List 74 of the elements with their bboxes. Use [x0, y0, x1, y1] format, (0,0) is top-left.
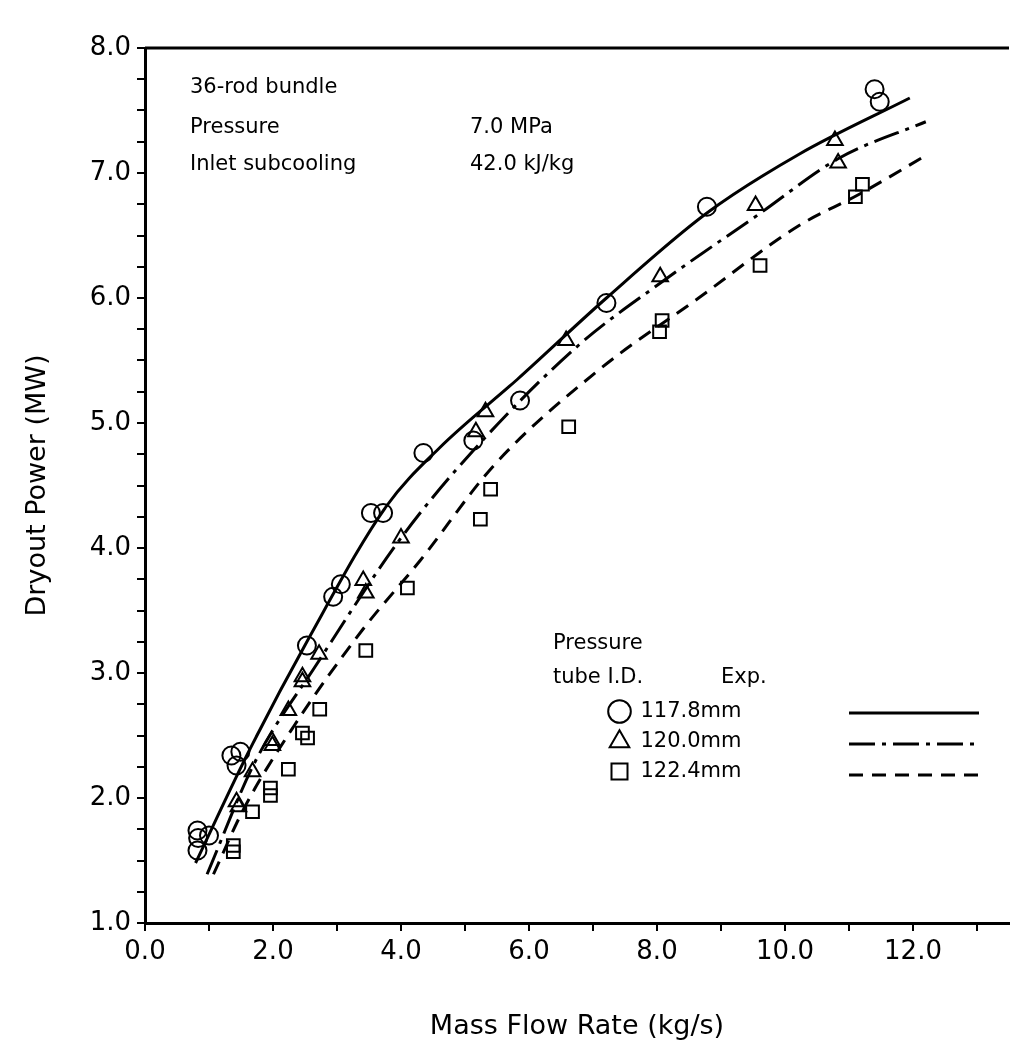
point [263, 788, 278, 803]
point [826, 130, 844, 146]
y-tick-label: 3.0 [89, 655, 131, 686]
point [230, 741, 251, 762]
y-tick-label: 6.0 [89, 280, 131, 311]
x-tick-label: 6.0 [508, 935, 550, 966]
point [848, 189, 863, 205]
point [373, 503, 394, 523]
annotation: Exp. [721, 663, 767, 690]
point [392, 528, 410, 544]
point [323, 586, 344, 607]
point [400, 580, 415, 596]
y-axis-title: Dryout Power (MW) [20, 354, 52, 617]
point [357, 583, 375, 599]
annotation: 36-rod bundle [190, 74, 338, 99]
x-tick-label: 2.0 [252, 935, 294, 966]
point [473, 511, 488, 527]
point [225, 838, 241, 853]
point [855, 176, 870, 192]
point [245, 804, 260, 820]
y-tick-label: 1.0 [89, 905, 131, 936]
point [864, 79, 885, 100]
point [199, 825, 219, 846]
point [281, 761, 296, 777]
x-axis-title: Mass Flow Rate (kg/s) [429, 1008, 725, 1040]
point [652, 324, 667, 340]
point [296, 635, 317, 656]
point [188, 828, 209, 848]
point [869, 91, 890, 112]
point [225, 844, 241, 860]
point [467, 421, 485, 438]
point [476, 401, 495, 418]
point [746, 195, 765, 211]
legend-label: 117.8mm [640, 697, 742, 722]
x-tick-label: 12.0 [884, 935, 942, 966]
point [263, 780, 278, 796]
legend-label: 122.4mm [640, 757, 742, 782]
y-tick-label: 5.0 [89, 405, 131, 436]
point [752, 258, 768, 273]
point [561, 419, 577, 435]
annotation: Inlet subcooling [190, 151, 357, 176]
x-tick-label: 10.0 [756, 935, 814, 966]
x-tick-label: 4.0 [380, 935, 422, 966]
y-tick-label: 2.0 [89, 780, 131, 811]
point [483, 481, 498, 497]
legend-label: 120.0mm [640, 727, 742, 752]
point [360, 503, 381, 523]
legend-title: Pressure tube I.D. [553, 629, 644, 690]
y-tick-label: 4.0 [89, 530, 131, 561]
point [413, 443, 434, 463]
point [300, 730, 315, 746]
point [330, 574, 351, 595]
point [295, 725, 310, 741]
point [187, 820, 208, 841]
y-tick-label: 8.0 [89, 30, 131, 61]
point [358, 643, 374, 658]
point [221, 745, 242, 766]
point [829, 153, 847, 169]
point [226, 755, 247, 776]
point [696, 196, 717, 217]
x-tick-label: 0.0 [124, 935, 166, 966]
point [651, 266, 669, 283]
point [596, 293, 617, 313]
point [312, 701, 328, 717]
point [187, 840, 208, 861]
annotation: Pressure [190, 114, 280, 139]
x-tick-label: 8.0 [636, 935, 678, 966]
point [463, 430, 484, 451]
annotation: 42.0 kJ/kg [470, 151, 575, 176]
point [557, 330, 575, 346]
annotation: 7.0 MPa [470, 114, 553, 139]
point [510, 390, 531, 411]
y-tick-label: 7.0 [89, 155, 131, 186]
point [654, 313, 670, 328]
